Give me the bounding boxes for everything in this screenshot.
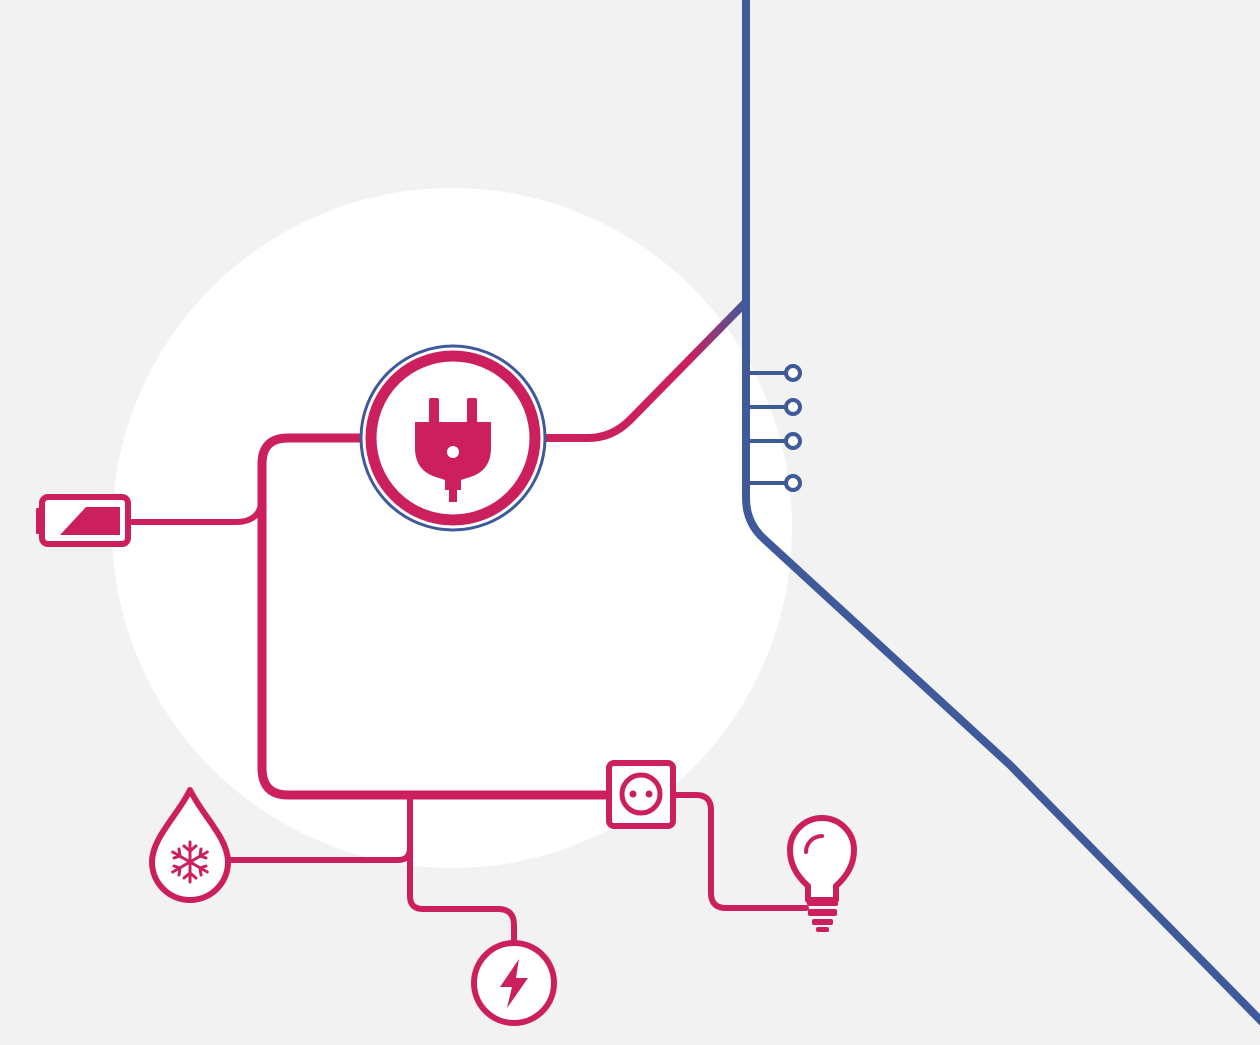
feed-line [541,300,748,442]
snowflake-drop-icon [149,787,231,903]
lightning-icon [471,940,557,1026]
battery-icon [36,494,131,547]
main-grid-line [742,0,1260,1026]
terminal-4 [750,474,802,492]
bulb-wire [671,792,809,911]
circuit-wires [127,433,809,946]
terminal-1 [750,364,802,382]
lightbulb-icon [787,815,857,932]
battery-wire [127,493,265,525]
terminal-3 [750,432,802,450]
main-loop-wire [257,433,615,800]
electricity-wire [407,792,517,946]
connector-terminals [750,364,802,492]
terminal-2 [750,398,802,416]
socket-icon [606,760,676,829]
plug-icon [359,344,547,532]
